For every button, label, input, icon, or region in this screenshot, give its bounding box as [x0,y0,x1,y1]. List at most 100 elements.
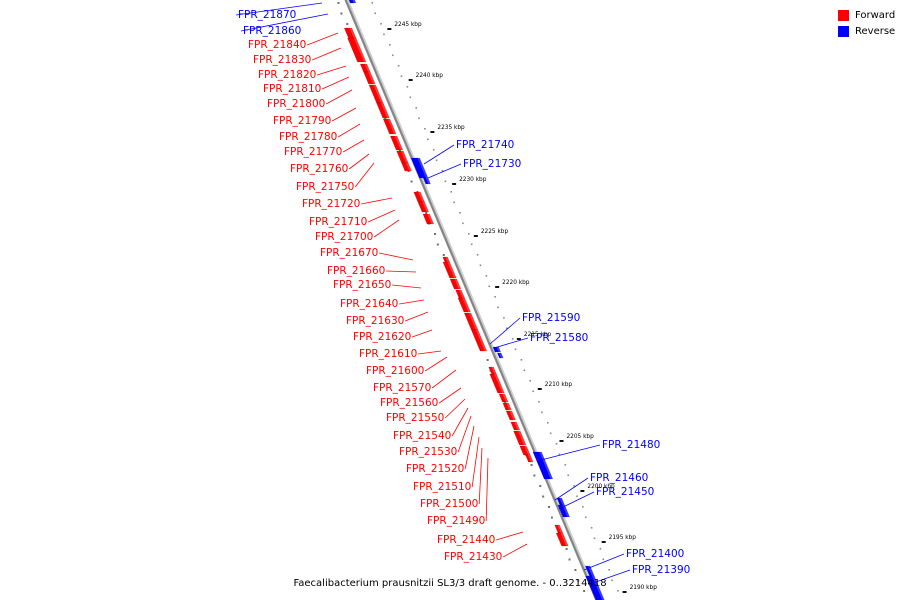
forward-gene-feature [498,393,509,403]
gene-label: FPR_21700 [315,231,373,243]
scale-tick-label: 2225 kbp [481,229,509,235]
reverse-swatch [838,26,849,37]
gene-features [343,0,605,600]
gene-feature-shade [406,163,412,171]
gene-leader-line [367,209,396,223]
gene-label: FPR_21860 [243,25,301,37]
gene-feature-shade [445,257,450,262]
gene-label: FPR_21560 [380,397,438,409]
gene-label: FPR_21640 [340,298,398,310]
gene-label: FPR_21800 [267,98,325,110]
gene-leader-line [478,447,483,505]
gene-label: FPR_21450 [596,486,654,498]
gene-feature-shade [509,411,516,420]
gene-label: FPR_21740 [456,139,514,151]
scale-tick-label: 2195 kbp [609,535,637,541]
gene-leader-line [427,163,462,179]
gene-label: FPR_21570 [373,382,431,394]
genome-backbone [344,0,600,600]
gene-leader-line [554,477,589,501]
gene-leader-line [373,219,400,238]
gene-feature-shade [353,38,367,62]
scale-tick-label: 2240 kbp [416,73,444,79]
scale-tick-label: 2200 kbp [587,484,615,490]
gene-label: FPR_21550 [386,412,444,424]
gene-feature-shade [528,455,534,462]
forward-gene-feature [502,402,512,411]
forward-gene-feature [457,297,471,313]
gene-leader-line [240,13,329,32]
reverse-gene-feature [532,451,554,480]
scale-tick-mark [473,235,478,237]
forward-gene-feature [347,37,367,63]
gene-label: FPR_21660 [327,265,385,277]
scale-tick-label: 2245 kbp [394,22,422,28]
scale-tick-label: 2220 kbp [502,280,530,286]
gene-feature-shade [498,353,504,358]
gene-feature-shade [425,178,431,184]
genome-caption: Faecalibacterium prausnitzii SL3/3 draft… [293,578,607,589]
gene-feature-shade [373,85,384,103]
gene-label: FPR_21650 [333,279,391,291]
gene-feature-shade [587,566,595,576]
gene-label: FPR_21580 [530,332,588,344]
gene-label: FPR_21620 [353,331,411,343]
scale-tick-mark [559,440,564,442]
gene-label: FPR_21610 [359,348,417,360]
gene-label: FPR_21730 [463,158,521,170]
gene-feature-shade [496,347,501,352]
gene-feature-shade [539,452,553,479]
gene-leader-line [379,252,414,261]
gene-leader-line [325,89,353,105]
forward-gene-feature [489,373,505,394]
gene-leader-line [438,387,462,404]
gene-feature-shade [349,28,357,38]
forward-gene-feature [555,532,569,547]
forward-gene-feature [519,445,531,456]
gene-feature-shade [524,446,531,455]
gene-feature-shade [494,374,505,393]
forward-gene-feature [510,421,521,431]
gene-leader-line [342,139,365,153]
gene-leader-line [418,350,442,355]
scale-tick-label: 2205 kbp [566,434,594,440]
gene-leader-line [399,299,425,305]
gene-feature-shade [557,525,563,533]
gene-label: FPR_21760 [290,163,348,175]
gene-leader-line [424,356,448,372]
gene-label: FPR_21430 [444,551,502,563]
scale-tick-mark [495,286,500,288]
gene-feature-shade [559,498,565,505]
forward-gene-feature [376,102,390,119]
gene-label: FPR_21830 [253,54,311,66]
gene-leader-line [589,569,631,585]
gene-feature-shade [502,394,509,402]
gene-leader-line [311,47,342,61]
scale-tick-mark [408,79,413,81]
gene-leader-line [493,337,529,349]
gene-leader-line [412,329,433,338]
gene-leader-line [464,425,475,470]
gene-leader-line [423,144,455,165]
scale-tick-mark [387,28,392,30]
gene-label: FPR_21600 [366,365,424,377]
gene-feature-shade [475,330,487,351]
forward-gene-feature [471,329,488,352]
gene-leader-line [558,491,595,510]
scale-ticks: 2245 kbp 2240 kbp 2235 kbp 2230 kbp 2225 kbp… [387,22,657,593]
gene-leader-line [496,531,524,541]
gene-leader-line [451,407,469,437]
gene-label: FPR_21400 [626,548,684,560]
forward-gene-feature [390,135,404,151]
scale-tick-mark [622,591,627,593]
gene-leader-line [489,317,521,345]
gene-label: FPR_21530 [399,446,457,458]
gene-feature-shade [387,119,397,134]
gene-label: FPR_21490 [427,515,485,527]
gene-feature-shade [364,64,371,72]
gene-leader-line [471,436,480,488]
gene-feature-shade [394,136,403,150]
forward-gene-feature [505,410,516,421]
gene-label: FPR_21590 [522,312,580,324]
gene-feature-shade [514,422,520,430]
